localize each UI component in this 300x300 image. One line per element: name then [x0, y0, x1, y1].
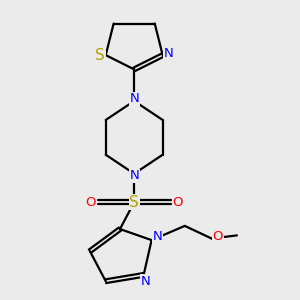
Text: N: N [129, 169, 139, 182]
Text: S: S [95, 48, 105, 63]
Text: O: O [85, 196, 96, 209]
Text: O: O [172, 196, 183, 209]
Text: S: S [129, 195, 139, 210]
Text: N: N [140, 275, 150, 288]
Text: N: N [129, 92, 139, 105]
Text: N: N [152, 230, 162, 244]
Text: O: O [213, 230, 223, 244]
Text: N: N [164, 47, 173, 60]
